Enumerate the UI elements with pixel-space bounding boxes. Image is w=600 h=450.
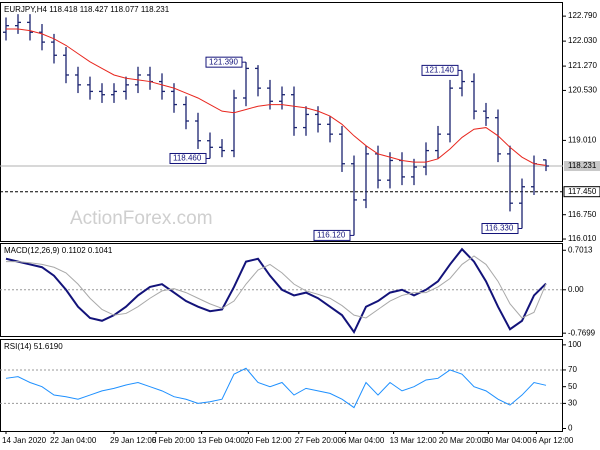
annotation-box xyxy=(421,64,459,76)
y-tick-label: 121.270 xyxy=(568,61,597,70)
panel-title: RSI(14) 51.6190 xyxy=(4,342,63,351)
x-tick-label: 20 Mar 20:00 xyxy=(439,436,487,445)
annotation-label: 116.120 xyxy=(317,231,346,240)
x-tick-label: 5 Feb 20:00 xyxy=(152,436,195,445)
y-tick-label: 120.530 xyxy=(568,86,597,95)
x-tick-label: 6 Apr 12:00 xyxy=(532,436,573,445)
x-tick-label: 30 Mar 04:00 xyxy=(484,436,532,445)
x-tick-label: 6 Mar 04:00 xyxy=(342,436,385,445)
x-tick-label: 13 Mar 12:00 xyxy=(390,436,438,445)
annotation-label: 118.460 xyxy=(173,154,202,163)
x-tick-label: 27 Feb 20:00 xyxy=(295,436,343,445)
annotation-label: 116.330 xyxy=(485,224,514,233)
series-line xyxy=(5,247,547,335)
y-tick-label: 0.7013 xyxy=(568,245,593,254)
x-tick-label: 14 Jan 2020 xyxy=(2,436,47,445)
last-price-box xyxy=(564,161,600,172)
y-tick-label: 122.030 xyxy=(568,36,597,45)
panel-frame xyxy=(0,2,563,242)
x-tick-label: 22 Jan 04:00 xyxy=(50,436,97,445)
y-tick-label: 122.790 xyxy=(568,11,597,20)
x-tick-label: 13 Feb 04:00 xyxy=(198,436,246,445)
level-box xyxy=(563,186,600,198)
x-tick-label: 20 Feb 12:00 xyxy=(244,436,292,445)
panel-title: EURJPY,H4 118.418 118.427 118.077 118.23… xyxy=(4,5,170,14)
y-tick-label: 100 xyxy=(568,340,582,349)
y-tick-label: -0.7699 xyxy=(568,328,596,337)
moving-average xyxy=(6,28,547,166)
annotation-box xyxy=(169,152,207,164)
annotation-label: 121.390 xyxy=(209,57,238,66)
panel-frame xyxy=(0,339,563,432)
y-tick-label: 119.010 xyxy=(568,136,597,145)
level-label: 117.450 xyxy=(568,187,597,196)
annotation-label: 121.140 xyxy=(425,65,454,74)
annotation-box xyxy=(481,223,519,235)
y-tick-label: 0.00 xyxy=(568,285,584,294)
watermark: ActionForex.com xyxy=(70,208,213,229)
y-tick-label: 116.010 xyxy=(568,234,597,243)
annotation-box xyxy=(313,229,351,241)
annotation-box xyxy=(205,56,243,68)
y-tick-label: 0 xyxy=(568,424,573,433)
series-line xyxy=(5,367,547,409)
y-tick-label: 30 xyxy=(568,399,577,408)
x-tick-label: 29 Jan 12:00 xyxy=(110,436,157,445)
series-line xyxy=(6,255,547,319)
panel-title: MACD(12,26,9) 0.1102 0.1041 xyxy=(4,246,113,255)
last-price-label: 118.231 xyxy=(568,161,597,170)
y-tick-label: 70 xyxy=(568,365,577,374)
y-tick-label: 116.750 xyxy=(568,210,597,219)
y-tick-label: 50 xyxy=(568,382,577,391)
